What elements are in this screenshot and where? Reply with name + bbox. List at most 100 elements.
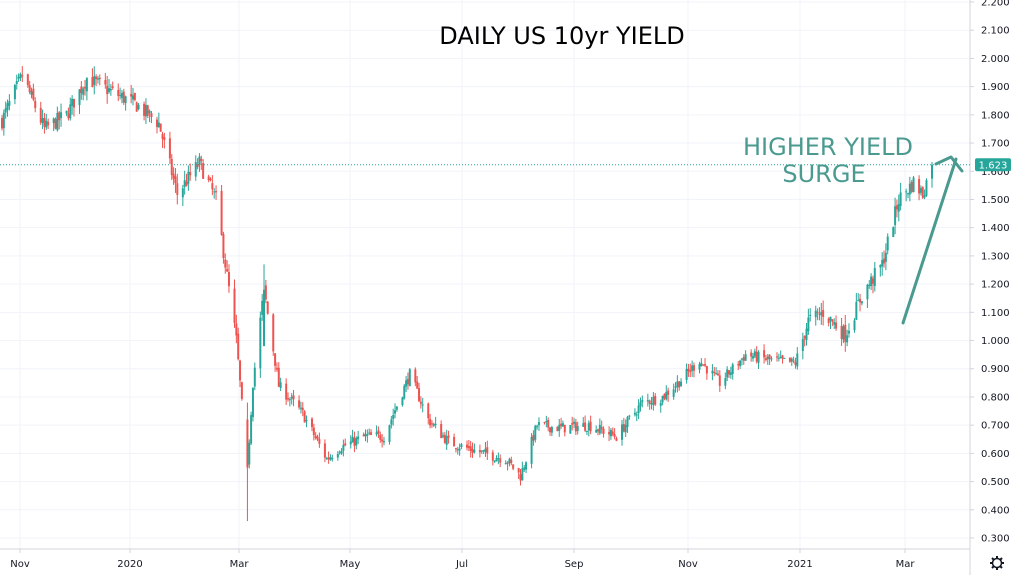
candle-body xyxy=(96,78,99,80)
candle-body xyxy=(685,368,688,380)
candle-body xyxy=(430,423,433,425)
candle-body xyxy=(931,164,933,179)
candle-body xyxy=(571,423,574,425)
candle-body xyxy=(30,91,33,95)
candle-body xyxy=(259,317,262,369)
candle-body xyxy=(181,188,184,198)
candle-body xyxy=(573,421,576,424)
candle-body xyxy=(667,390,670,395)
candle-body xyxy=(85,78,88,92)
candle-body xyxy=(408,369,411,387)
candle-body xyxy=(691,365,694,371)
candle-body xyxy=(338,452,341,454)
candle-body xyxy=(897,204,900,212)
candle-body xyxy=(847,330,850,334)
candle-body xyxy=(530,436,533,464)
candle-body xyxy=(907,193,910,195)
candle-body xyxy=(584,422,587,431)
candle-body xyxy=(637,405,640,414)
candle-body xyxy=(122,91,125,103)
candle-body xyxy=(263,289,266,347)
candle-body xyxy=(72,98,75,108)
candle-body xyxy=(512,464,515,469)
candle-body xyxy=(331,458,334,460)
candle-body xyxy=(646,400,649,402)
candle-body xyxy=(801,338,804,352)
y-tick-label: 0.500 xyxy=(981,477,1010,488)
settings-button[interactable] xyxy=(988,554,1006,572)
candle-body xyxy=(4,108,7,113)
candle-body xyxy=(427,403,430,419)
candle-body xyxy=(783,357,786,359)
candle-body xyxy=(678,381,681,388)
candle-body xyxy=(301,407,304,411)
candle-body xyxy=(626,416,629,427)
candle-body xyxy=(80,86,83,94)
candle-body xyxy=(561,423,564,427)
candle-body xyxy=(368,432,371,434)
candle-body xyxy=(613,434,616,437)
candle-body xyxy=(556,426,559,432)
candle-body xyxy=(220,190,223,235)
candle-body xyxy=(362,434,365,437)
candle-body xyxy=(859,298,862,303)
candle-body xyxy=(737,364,740,366)
candle-body xyxy=(718,375,721,386)
candle-body xyxy=(311,418,313,428)
candle-body xyxy=(661,395,664,403)
candle-body xyxy=(521,468,524,481)
candle-body xyxy=(130,93,133,97)
candle-body xyxy=(921,187,924,198)
candle-body xyxy=(598,424,601,434)
candle-body xyxy=(41,118,44,123)
current-price-value: 1.623 xyxy=(979,160,1008,171)
chart-title: DAILY US 10yr YIELD xyxy=(439,22,684,50)
candle-body xyxy=(32,88,35,100)
candle-body xyxy=(587,423,590,431)
candle-body xyxy=(316,436,319,440)
candle-body xyxy=(905,191,908,193)
candle-body xyxy=(764,358,767,360)
y-tick-label: 0.800 xyxy=(981,392,1010,403)
candle-body xyxy=(119,95,122,97)
candle-body xyxy=(323,443,326,458)
y-tick-label: 2.000 xyxy=(981,54,1010,65)
candle-body xyxy=(227,272,230,287)
candle-body xyxy=(615,438,618,441)
candle-body xyxy=(460,444,463,448)
candle-body xyxy=(881,260,884,267)
candle-body xyxy=(21,75,24,77)
candle-body xyxy=(43,117,46,127)
candle-body xyxy=(680,381,683,387)
candle-body xyxy=(200,158,203,161)
candle-body xyxy=(469,446,472,451)
x-tick-label: Mar xyxy=(896,559,916,570)
candle-body xyxy=(172,173,175,179)
candle-body xyxy=(918,179,921,194)
candle-body xyxy=(71,98,74,106)
candle-body xyxy=(602,428,605,434)
candle-body xyxy=(143,103,146,116)
candle-body xyxy=(418,388,421,402)
candle-body xyxy=(809,315,812,317)
candle-body xyxy=(576,426,579,431)
candle-body xyxy=(82,88,85,95)
candle-body xyxy=(148,110,151,114)
gear-icon[interactable] xyxy=(990,556,1004,570)
x-tick-label: 2021 xyxy=(787,559,812,570)
candle-body xyxy=(781,355,784,359)
candle-body xyxy=(299,407,302,409)
candle-body xyxy=(174,176,177,184)
x-axis-ticks: Nov 2020 Mar May Jul Sep Nov 2021 Mar xyxy=(10,549,915,570)
candle-body xyxy=(563,424,566,433)
candle-body xyxy=(56,112,59,131)
candle-body xyxy=(788,357,791,362)
candle-body xyxy=(648,400,651,404)
candle-body xyxy=(67,113,70,119)
candle-body xyxy=(574,422,577,432)
candle-body xyxy=(676,381,679,388)
candle-body xyxy=(388,425,391,443)
candle-body xyxy=(585,430,588,432)
candle-body xyxy=(482,450,485,452)
candle-body xyxy=(445,436,448,445)
